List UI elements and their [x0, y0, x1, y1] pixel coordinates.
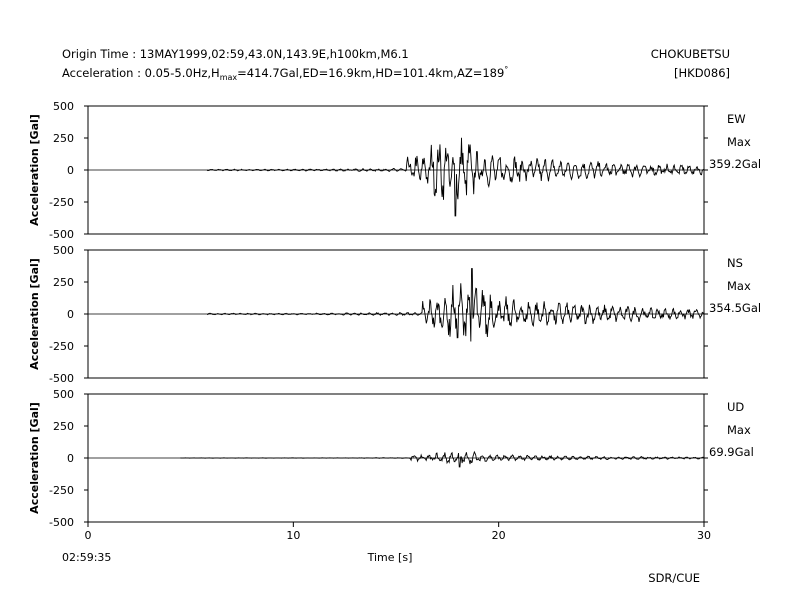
- acceleration-subscript: max: [220, 73, 238, 82]
- y-tick-label: 250: [53, 276, 74, 289]
- y-tick-label: -250: [49, 196, 74, 209]
- component-label: UD: [727, 400, 744, 414]
- x-axis: 0 10 20 30: [85, 522, 711, 542]
- y-tick-label: 0: [67, 308, 74, 321]
- y-axis-label: Acceleration [Gal]: [28, 402, 41, 514]
- azimuth-degree: °: [504, 65, 508, 74]
- y-tick-label: 0: [67, 452, 74, 465]
- station-code: [HKD086]: [674, 66, 730, 80]
- y-axis-label: Acceleration [Gal]: [28, 258, 41, 370]
- y-tick-label: 0: [67, 164, 74, 177]
- station-name: CHOKUBETSU: [651, 47, 730, 61]
- max-label: Max: [727, 423, 751, 437]
- max-label: Max: [727, 135, 751, 149]
- y-tick-label: -500: [49, 516, 74, 529]
- start-time-label: 02:59:35: [62, 551, 111, 564]
- y-tick-label: -500: [49, 372, 74, 385]
- origin-time-line: Origin Time : 13MAY1999,02:59,43.0N,143.…: [62, 47, 409, 61]
- y-tick-label: 500: [53, 388, 74, 401]
- y-tick-label: 250: [53, 420, 74, 433]
- panel-ew: 500 250 0 -250 -500 Acceleration [Gal] EW Max 35…: [28, 100, 761, 241]
- panel-ud: 500 250 0 -250 -500 Acceleration [Gal] UD Max 69…: [28, 388, 754, 529]
- x-tick-label: 10: [286, 529, 300, 542]
- y-tick-label: -500: [49, 228, 74, 241]
- y-tick-label: 500: [53, 100, 74, 113]
- waveform-ew: [206, 137, 704, 217]
- y-tick-label: 250: [53, 132, 74, 145]
- x-tick-label: 0: [85, 529, 92, 542]
- y-tick-label: -250: [49, 340, 74, 353]
- panels-group: 500 250 0 -250 -500 Acceleration [Gal] EW Max 35…: [28, 100, 761, 529]
- x-tick-label: 20: [492, 529, 506, 542]
- component-label: NS: [727, 256, 743, 270]
- component-label: EW: [727, 112, 746, 126]
- waveform-ud: [180, 450, 704, 468]
- panel-ns: 500 250 0 -250 -500 Acceleration [Gal] NS Max 35…: [28, 244, 761, 385]
- waveform-ns: [206, 268, 704, 342]
- y-axis-label: Acceleration [Gal]: [28, 114, 41, 226]
- max-value: 69.9Gal: [709, 445, 754, 459]
- y-tick-label: -250: [49, 484, 74, 497]
- max-label: Max: [727, 279, 751, 293]
- credit-label: SDR/CUE: [648, 571, 700, 585]
- acceleration-suffix: =414.7Gal,ED=16.9km,HD=101.4km,AZ=189: [237, 66, 504, 80]
- max-value: 359.2Gal: [709, 157, 761, 171]
- y-tick-label: 500: [53, 244, 74, 257]
- acceleration-prefix: Acceleration : 0.05-5.0Hz,H: [62, 66, 220, 80]
- x-tick-label: 30: [697, 529, 711, 542]
- acceleration-line: Acceleration : 0.05-5.0Hz,Hmax=414.7Gal,…: [62, 65, 508, 82]
- x-axis-label: Time [s]: [367, 551, 413, 564]
- max-value: 354.5Gal: [709, 301, 761, 315]
